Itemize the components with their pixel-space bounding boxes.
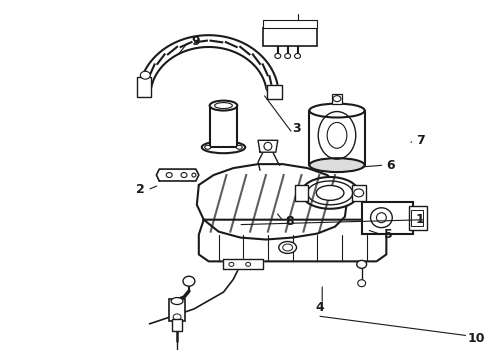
Ellipse shape: [181, 172, 187, 177]
Ellipse shape: [316, 185, 344, 201]
Ellipse shape: [301, 177, 359, 209]
Bar: [137, 77, 151, 97]
Bar: [294, 185, 308, 201]
Polygon shape: [199, 220, 386, 261]
Bar: [362, 202, 413, 234]
Bar: [169, 299, 185, 321]
Bar: [263, 20, 317, 28]
Ellipse shape: [309, 158, 365, 172]
Polygon shape: [267, 85, 282, 99]
Ellipse shape: [333, 96, 341, 102]
Ellipse shape: [294, 54, 300, 58]
Ellipse shape: [279, 242, 296, 253]
Text: 4: 4: [315, 301, 324, 314]
Bar: [309, 111, 365, 165]
Text: 6: 6: [386, 159, 395, 172]
Ellipse shape: [192, 173, 196, 177]
Ellipse shape: [275, 54, 281, 58]
Ellipse shape: [229, 262, 234, 266]
Ellipse shape: [354, 189, 364, 197]
Text: 3: 3: [293, 122, 301, 135]
Ellipse shape: [370, 208, 392, 228]
Polygon shape: [156, 169, 199, 181]
Bar: [411, 210, 423, 226]
Text: 9: 9: [191, 35, 199, 48]
Text: 5: 5: [384, 228, 393, 241]
Ellipse shape: [357, 260, 367, 268]
Ellipse shape: [140, 71, 150, 79]
Polygon shape: [223, 260, 263, 269]
Ellipse shape: [358, 280, 366, 287]
Ellipse shape: [376, 213, 386, 223]
Ellipse shape: [171, 298, 183, 305]
Polygon shape: [258, 140, 278, 152]
Ellipse shape: [202, 141, 245, 153]
Ellipse shape: [205, 145, 211, 149]
Ellipse shape: [236, 145, 242, 149]
Ellipse shape: [264, 142, 272, 150]
Text: 8: 8: [286, 215, 294, 228]
Bar: [210, 105, 237, 147]
Text: 2: 2: [136, 184, 145, 197]
Text: 10: 10: [467, 332, 485, 345]
Ellipse shape: [166, 172, 172, 177]
Ellipse shape: [210, 100, 237, 111]
Polygon shape: [197, 164, 347, 239]
Ellipse shape: [285, 54, 291, 58]
Bar: [172, 319, 182, 331]
Bar: [263, 28, 317, 46]
Ellipse shape: [183, 276, 195, 286]
Bar: [409, 206, 427, 230]
Bar: [332, 94, 342, 104]
Bar: [352, 185, 366, 201]
Text: 7: 7: [416, 134, 425, 147]
Ellipse shape: [245, 262, 250, 266]
Ellipse shape: [309, 104, 365, 117]
Text: 1: 1: [416, 213, 425, 226]
